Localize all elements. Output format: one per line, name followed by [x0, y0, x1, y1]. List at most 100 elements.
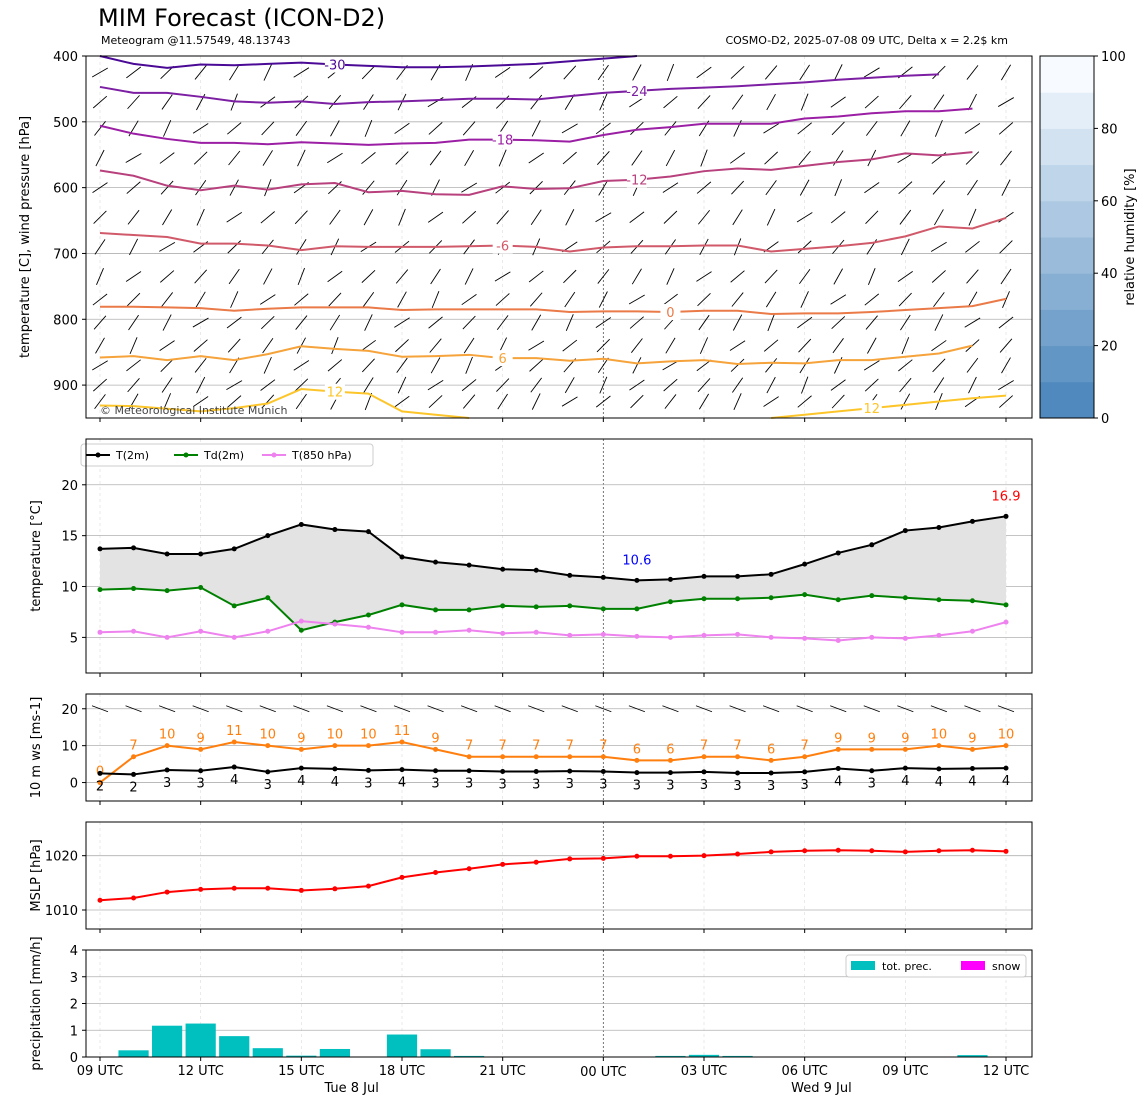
data-point — [567, 768, 573, 774]
legend-label: snow — [992, 960, 1020, 973]
wind-barb — [361, 65, 376, 80]
wind-barb — [696, 181, 712, 194]
wind-barb — [528, 152, 544, 164]
precip-bar — [286, 1055, 317, 1057]
colorbar-tick-label: 80 — [1101, 122, 1118, 137]
wind-barb — [766, 208, 776, 226]
data-point — [164, 634, 170, 640]
wind-barb — [628, 294, 645, 305]
wind-barb — [229, 64, 240, 81]
annotation-label: 16.9 — [992, 489, 1021, 504]
wind-barb — [194, 65, 207, 80]
wind-barb — [800, 93, 809, 111]
data-label: 6 — [767, 742, 775, 757]
wind-barb — [127, 378, 140, 393]
wind-barb — [832, 338, 844, 354]
wind-barb — [630, 121, 644, 135]
data-point — [164, 767, 170, 773]
wind-barb — [998, 122, 1014, 135]
wind-barb — [997, 97, 1015, 107]
data-label: 6 — [633, 742, 641, 757]
data-label: 3 — [566, 777, 574, 792]
data-label: 6 — [666, 742, 674, 757]
data-point — [231, 764, 237, 770]
wind-barb — [128, 314, 139, 331]
wind-barb — [162, 209, 173, 226]
wind-barb — [427, 97, 444, 108]
precip-bar — [688, 1054, 720, 1057]
data-label: 3 — [163, 776, 171, 791]
y-tick-label: 1020 — [45, 850, 78, 865]
wind-barb — [161, 292, 174, 307]
data-label: 7 — [566, 739, 574, 754]
wind-barb — [831, 394, 845, 409]
wind-barb — [1000, 268, 1012, 285]
data-point — [332, 886, 338, 892]
wind-barb — [733, 120, 742, 137]
wind-barb — [666, 63, 675, 82]
wind-barb — [733, 393, 742, 410]
wind-barb — [764, 269, 778, 284]
data-label: 9 — [197, 731, 205, 746]
isotherm-line — [99, 107, 973, 146]
data-point — [231, 603, 237, 609]
wind-barb — [662, 293, 678, 306]
wind-barb — [597, 357, 609, 374]
wind-barb — [361, 270, 376, 283]
wind-barb — [797, 122, 812, 135]
wind-barb — [561, 123, 578, 134]
wind-barb — [632, 64, 642, 81]
colorbar-band — [1040, 164, 1094, 202]
data-point — [399, 739, 405, 745]
wind-barb — [729, 340, 746, 351]
data-point — [131, 895, 137, 901]
wind-barb — [428, 316, 443, 329]
legend-label: T(850 hPa) — [291, 449, 352, 462]
wind-barb — [495, 293, 510, 306]
wind-barb — [595, 395, 611, 408]
data-point — [835, 746, 841, 752]
wind-barb — [529, 180, 543, 195]
wind-barb — [195, 291, 206, 308]
data-point — [802, 592, 808, 598]
wind-barb — [898, 292, 912, 307]
wind-barb — [663, 95, 678, 109]
data-label: 4 — [834, 775, 842, 790]
isotherm-label: -6 — [496, 240, 509, 255]
data-point — [735, 596, 741, 602]
wind-barb — [126, 359, 141, 372]
data-point — [735, 631, 741, 637]
wind-barb — [830, 379, 846, 391]
wind-barb — [397, 376, 407, 394]
data-label: 3 — [700, 778, 708, 793]
wind-barb — [666, 268, 675, 285]
wind-barb — [762, 705, 780, 713]
wind-barb — [565, 209, 575, 226]
data-point — [500, 603, 506, 609]
data-label: 7 — [465, 739, 473, 754]
annotation-label: 10.6 — [622, 553, 651, 568]
wind-barb — [261, 121, 275, 136]
wind-barb — [562, 339, 578, 352]
data-point — [131, 586, 137, 592]
wind-barb — [364, 314, 373, 331]
data-point — [433, 870, 439, 876]
wind-barb — [228, 268, 240, 285]
wind-barb — [968, 376, 977, 394]
wind-barb — [327, 359, 343, 372]
precip-bar — [420, 1049, 451, 1057]
wind-barb — [966, 357, 979, 373]
wind-barb — [867, 149, 877, 167]
data-point — [936, 743, 942, 749]
wind-barb — [930, 705, 948, 713]
colorbar-band — [1040, 92, 1094, 129]
wind-barb — [830, 211, 846, 224]
wind-barb — [631, 268, 642, 285]
wind-barb — [429, 150, 442, 166]
data-point — [936, 766, 942, 772]
wind-barb — [194, 357, 207, 373]
wind-barb — [664, 121, 677, 136]
data-label: 10 — [260, 728, 277, 743]
data-point — [298, 521, 304, 527]
